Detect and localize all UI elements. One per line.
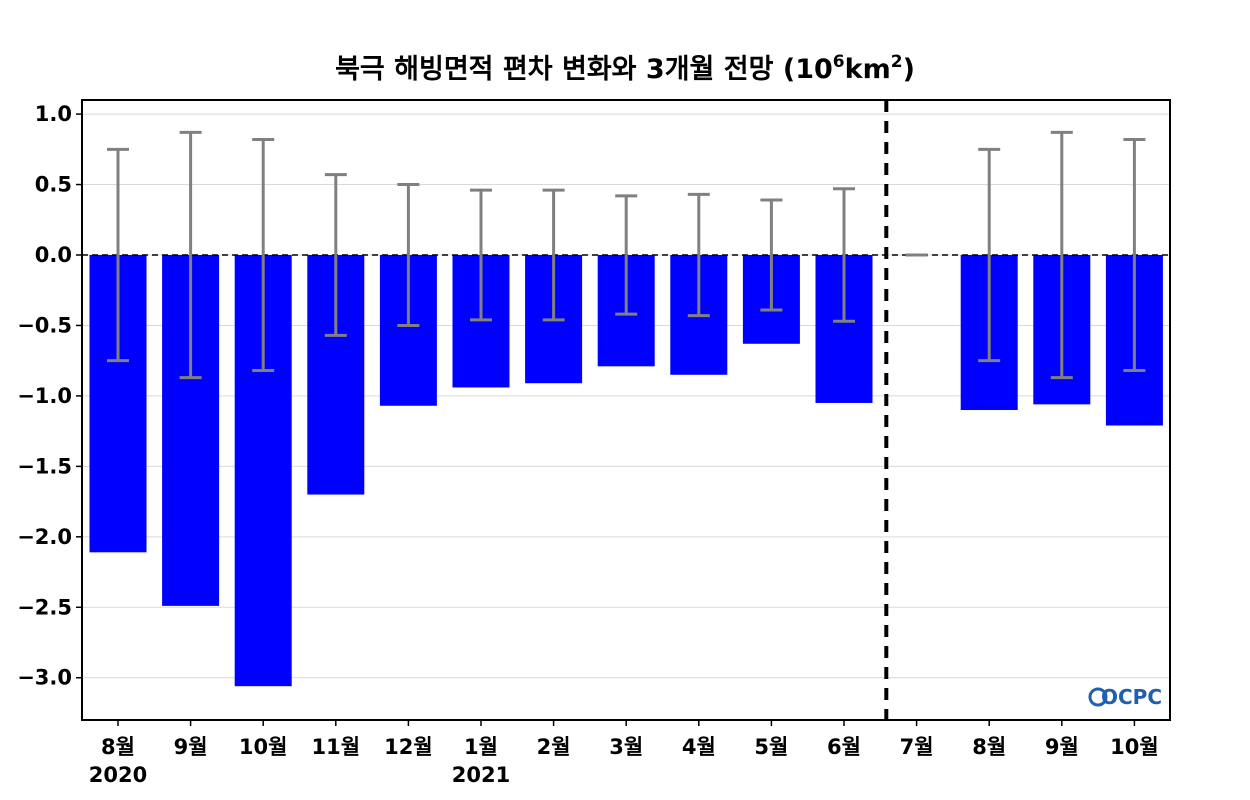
x-tick-label: 2월 [537, 735, 571, 759]
error-bar [687, 192, 710, 318]
x-tick-label: 5월 [754, 735, 788, 759]
x-tick-label: 10월 [239, 735, 288, 759]
x-tick-label: 3월 [609, 735, 643, 759]
ocpc-logo-text: OCPC [1101, 685, 1162, 709]
error-bar [252, 137, 275, 373]
y-axis-ticks: 1.0 0.5 0.0 −0.5 −1.0 −1.5 −2.0 −2.5 −3.0 [17, 102, 82, 690]
x-tick-label: 10월 [1110, 735, 1159, 759]
x-tick-label: 4월 [682, 735, 716, 759]
x-axis-ticks: 8월 9월 10월 11월 12월 1월 2월 3월 4월 5월 6월 7월 8월 9월 10월 2020 20… [89, 720, 1159, 787]
y-tick-label: −1.5 [17, 454, 72, 478]
y-tick-label: 0.0 [35, 243, 72, 267]
error-bar [324, 173, 347, 337]
error-bar [397, 183, 420, 327]
error-bars [107, 130, 1146, 380]
y-tick-label: −2.5 [17, 595, 72, 619]
title-end: ) [903, 54, 915, 85]
error-bar [179, 130, 202, 380]
ocpc-logo-mark [1088, 687, 1108, 707]
bars [89, 255, 1163, 687]
chart-title: 북극 해빙면적 편차 변화와 3개월 전망 (106km2) [335, 52, 915, 85]
x-year-label: 2021 [452, 763, 510, 787]
error-bar [1123, 137, 1146, 373]
x-tick-label: 12월 [384, 735, 433, 759]
y-tick-label: −3.0 [17, 666, 72, 690]
title-unit: km [845, 54, 891, 85]
error-bar [107, 147, 129, 363]
y-tick-label: 1.0 [35, 102, 72, 126]
x-year-label: 2020 [89, 763, 147, 787]
error-bar [542, 188, 565, 322]
x-tick-label: 11월 [312, 735, 361, 759]
title-superscript-2: 2 [891, 52, 903, 72]
y-tick-label: −2.0 [17, 525, 72, 549]
x-tick-label: 9월 [174, 735, 208, 759]
x-tick-label: 9월 [1045, 735, 1079, 759]
error-bar [470, 188, 492, 322]
error-bar [1050, 130, 1073, 380]
x-tick-label: 1월 [464, 735, 498, 759]
title-main: 북극 해빙면적 편차 변화와 3개월 전망 (10 [335, 54, 833, 85]
error-bar [978, 147, 1001, 363]
ocpc-logo: OCPC [1088, 685, 1162, 709]
error-bar [760, 198, 783, 312]
x-tick-label: 7월 [900, 735, 934, 759]
title-superscript-6: 6 [833, 52, 845, 72]
y-tick-label: −1.0 [17, 384, 72, 408]
x-tick-label: 6월 [827, 735, 861, 759]
y-tick-label: 0.5 [35, 173, 72, 197]
error-bar [615, 194, 638, 316]
x-tick-label: 8월 [972, 735, 1006, 759]
x-tick-label: 8월 [101, 735, 135, 759]
error-bar [833, 187, 855, 323]
y-tick-label: −0.5 [17, 313, 72, 337]
